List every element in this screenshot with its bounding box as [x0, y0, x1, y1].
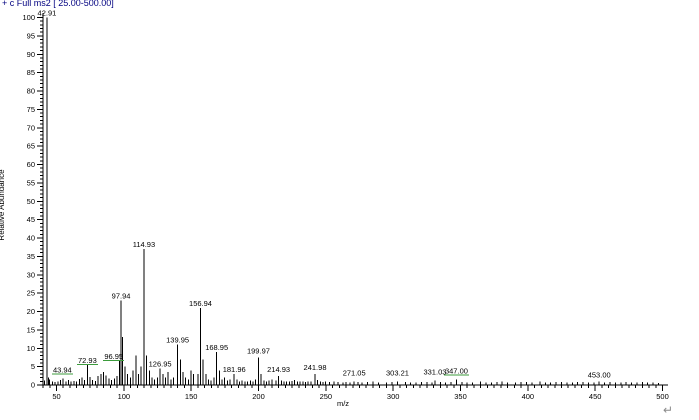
- x-axis-title: m/z: [337, 399, 349, 408]
- y-tick-label: 20: [27, 307, 35, 316]
- peak-label: 126.95: [149, 359, 172, 368]
- peak-label: 271.05: [343, 368, 366, 377]
- y-tick-label: 70: [27, 123, 35, 132]
- peak-labels: 42.91 43.94 72.93 96.95 97.94 114.93 126.95 139…: [38, 9, 611, 380]
- y-tick-label: 85: [27, 68, 35, 77]
- y-tick-label: 80: [27, 87, 35, 96]
- peak-label: 97.94: [112, 291, 131, 300]
- y-tick-label: 60: [27, 160, 35, 169]
- y-tick-label: 50: [27, 197, 35, 206]
- y-tick-label: 95: [27, 31, 35, 40]
- y-tick-label: 65: [27, 142, 35, 151]
- y-tick-label: 45: [27, 215, 35, 224]
- peak-label: 453.00: [588, 370, 611, 379]
- x-tick-label: 300: [387, 392, 400, 401]
- peak-label: 168.95: [205, 343, 228, 352]
- y-tick-label: 25: [27, 289, 35, 298]
- y-axis-title: Relative Abundance: [0, 169, 6, 241]
- x-tick-label: 500: [656, 392, 669, 401]
- peak-label: 43.94: [53, 366, 72, 375]
- peak-label: 72.93: [78, 356, 97, 365]
- y-tick-label: 100: [22, 13, 35, 22]
- axes: [42, 13, 668, 386]
- peak-label: 139.95: [166, 336, 189, 345]
- peak-label: 303.21: [386, 368, 409, 377]
- peak-label: 347.00: [445, 366, 468, 375]
- y-tick-label: 35: [27, 252, 35, 261]
- x-axis-ticks: 50 100 150 200 250 300 350 400 450 500: [42, 385, 669, 401]
- peak-label: 241.98: [304, 363, 327, 372]
- y-tick-label: 75: [27, 105, 35, 114]
- y-tick-label: 0: [31, 381, 35, 390]
- x-tick-label: 150: [185, 392, 198, 401]
- peak-label: 96.95: [104, 352, 123, 361]
- y-tick-label: 15: [27, 325, 35, 334]
- peak-label: 156.94: [189, 299, 212, 308]
- return-mark-icon: ↵: [663, 403, 673, 417]
- x-tick-label: 400: [522, 392, 535, 401]
- labeled-peaks: [46, 17, 600, 385]
- peak-label: 181.96: [223, 365, 246, 374]
- y-tick-label: 90: [27, 50, 35, 59]
- x-tick-label: 450: [589, 392, 602, 401]
- scan-header: + c Full ms2 [ 25.00-500.00]: [2, 0, 114, 8]
- x-tick-label: 350: [454, 392, 467, 401]
- noise-peaks: [42, 337, 659, 385]
- x-tick-label: 50: [52, 392, 60, 401]
- x-tick-label: 100: [118, 392, 131, 401]
- peak-label: 199.97: [247, 346, 270, 355]
- y-tick-label: 55: [27, 178, 35, 187]
- x-tick-label: 250: [320, 392, 333, 401]
- x-tick-label: 200: [252, 392, 265, 401]
- y-tick-label: 5: [31, 362, 35, 371]
- peak-label: 214.93: [267, 365, 290, 374]
- y-tick-label: 10: [27, 344, 35, 353]
- peak-label: 42.91: [38, 9, 57, 18]
- y-tick-label: 40: [27, 234, 35, 243]
- peak-label: 114.93: [133, 240, 155, 249]
- y-tick-label: 30: [27, 270, 35, 279]
- peak-label: 331.03: [423, 368, 446, 377]
- y-axis-ticks: 0 5 10 15 20 25 30 35 40 45 50 55 60 65 70 75 80 85 90 95 10…: [22, 13, 43, 390]
